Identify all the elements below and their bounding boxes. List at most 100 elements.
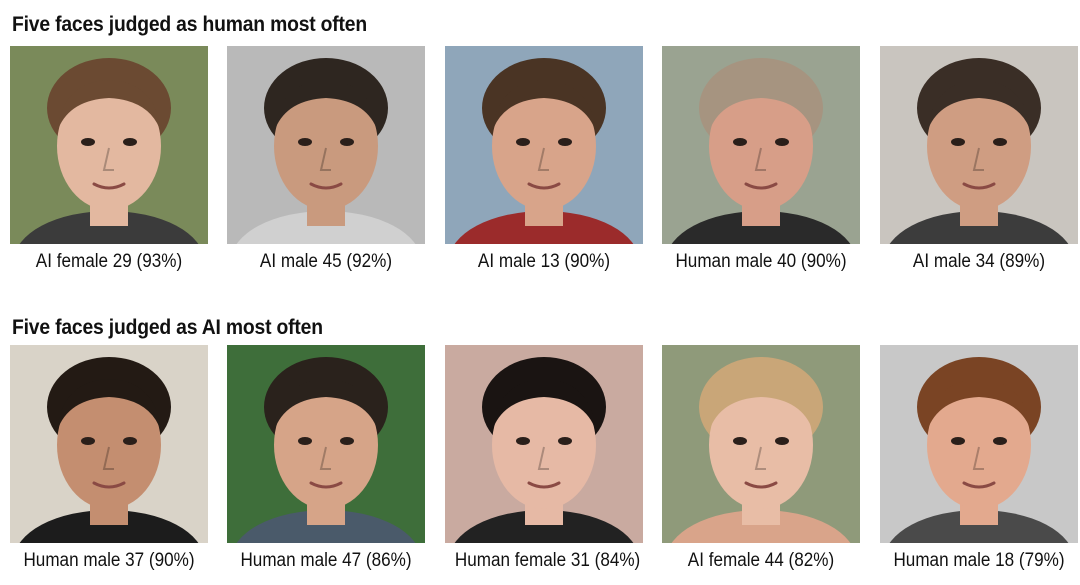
portrait-shoulders (889, 510, 1069, 543)
portrait-illustration (10, 345, 208, 543)
face-photo (880, 345, 1078, 543)
portrait-shoulders (236, 510, 416, 543)
portrait-illustration (662, 345, 860, 543)
face-card: AI male 13 (90%) (445, 46, 643, 274)
face-caption: Human male 37 (90%) (23, 550, 195, 571)
portrait-shoulders (454, 510, 634, 543)
portrait-nose (319, 147, 331, 171)
portrait-face (274, 82, 378, 210)
portrait-mouth (92, 182, 126, 190)
portrait-face (927, 82, 1031, 210)
portrait-eye-left (516, 138, 530, 146)
portrait-hairline (274, 379, 378, 431)
face-card: AI male 34 (89%) (880, 46, 1078, 274)
portrait-nose (754, 147, 766, 171)
portrait-hairline (492, 379, 596, 431)
face-photo (445, 345, 643, 543)
face-caption: Human male 40 (90%) (675, 251, 847, 272)
portrait-eye-left (81, 437, 95, 445)
face-photo (227, 46, 425, 244)
portrait-hairline (492, 80, 596, 132)
portrait-eye-left (298, 437, 312, 445)
portrait-illustration (880, 46, 1078, 244)
portrait-eye-left (516, 437, 530, 445)
portrait-mouth (527, 182, 561, 190)
face-photo (445, 46, 643, 244)
portrait-eye-right (993, 437, 1007, 445)
section-title-human: Five faces judged as human most often (12, 13, 367, 36)
face-card: AI female 44 (82%) (662, 345, 860, 573)
face-photo (10, 345, 208, 543)
face-caption: AI male 34 (89%) (912, 251, 1046, 272)
portrait-face (927, 381, 1031, 509)
portrait-mouth (962, 182, 996, 190)
face-caption: Human female 31 (84%) (454, 550, 641, 571)
portrait-hairline (57, 80, 161, 132)
face-card: AI male 45 (92%) (227, 46, 425, 274)
portrait-hairline (709, 80, 813, 132)
portrait-eye-right (775, 138, 789, 146)
portrait-face (709, 82, 813, 210)
section-title-ai: Five faces judged as AI most often (12, 316, 323, 339)
portrait-hairline (927, 80, 1031, 132)
portrait-eye-left (298, 138, 312, 146)
portrait-eye-left (951, 138, 965, 146)
portrait-hairline (274, 80, 378, 132)
portrait-nose (972, 147, 984, 171)
portrait-eye-left (733, 437, 747, 445)
face-card: Human male 40 (90%) (662, 46, 860, 274)
portrait-eye-right (775, 437, 789, 445)
portrait-shoulders (19, 510, 199, 543)
portrait-illustration (662, 46, 860, 244)
face-photo (227, 345, 425, 543)
portrait-eye-left (733, 138, 747, 146)
face-card: Human male 37 (90%) (10, 345, 208, 573)
portrait-illustration (445, 46, 643, 244)
portrait-eye-right (558, 138, 572, 146)
portrait-eye-right (123, 437, 137, 445)
portrait-shoulders (671, 510, 851, 543)
face-card: Human male 18 (79%) (880, 345, 1078, 573)
portrait-eye-right (123, 138, 137, 146)
portrait-shoulders (454, 211, 634, 244)
portrait-eye-right (558, 437, 572, 445)
portrait-hairline (709, 379, 813, 431)
face-photo (662, 345, 860, 543)
portrait-shoulders (889, 211, 1069, 244)
portrait-eye-right (340, 138, 354, 146)
portrait-illustration (10, 46, 208, 244)
face-card: Human female 31 (84%) (445, 345, 643, 573)
portrait-shoulders (671, 211, 851, 244)
face-caption: AI female 29 (93%) (35, 251, 183, 272)
portrait-eye-right (340, 437, 354, 445)
face-caption: AI male 45 (92%) (259, 251, 393, 272)
portrait-mouth (962, 481, 996, 489)
portrait-shoulders (19, 211, 199, 244)
faces-row-human: AI female 29 (93%) AI male 45 (92%) AI m… (0, 46, 1080, 286)
portrait-nose (537, 147, 549, 171)
portrait-face (492, 381, 596, 509)
face-caption: Human male 47 (86%) (240, 550, 412, 571)
portrait-eye-right (993, 138, 1007, 146)
portrait-mouth (744, 481, 778, 489)
portrait-illustration (227, 345, 425, 543)
portrait-mouth (309, 481, 343, 489)
portrait-face (57, 381, 161, 509)
faces-row-ai: Human male 37 (90%) Human male 47 (86%) … (0, 345, 1080, 585)
portrait-hairline (57, 379, 161, 431)
portrait-nose (537, 446, 549, 470)
face-card: AI female 29 (93%) (10, 46, 208, 274)
portrait-shoulders (236, 211, 416, 244)
portrait-mouth (92, 481, 126, 489)
portrait-nose (102, 147, 114, 171)
face-caption: AI male 13 (90%) (477, 251, 611, 272)
face-caption: Human male 18 (79%) (893, 550, 1065, 571)
face-photo (880, 46, 1078, 244)
portrait-mouth (527, 481, 561, 489)
portrait-nose (102, 446, 114, 470)
portrait-mouth (309, 182, 343, 190)
portrait-nose (972, 446, 984, 470)
portrait-hairline (927, 379, 1031, 431)
face-caption: AI female 44 (82%) (687, 550, 835, 571)
portrait-face (492, 82, 596, 210)
